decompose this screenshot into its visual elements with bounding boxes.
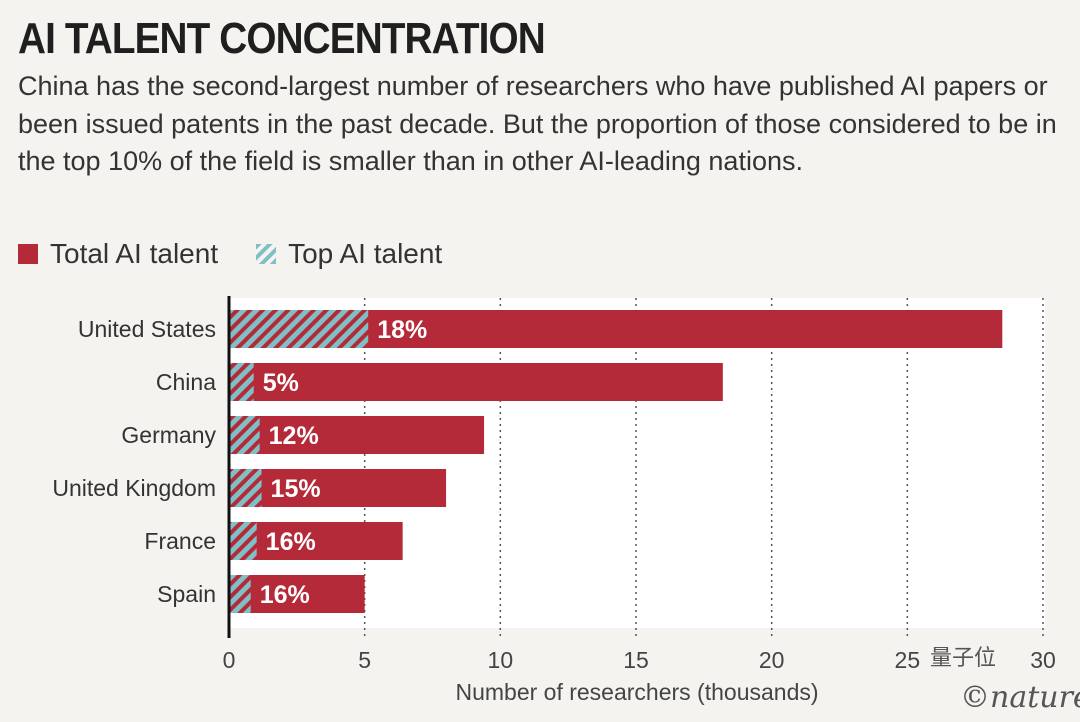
category-label: Spain (157, 581, 216, 607)
x-tick-label: 0 (223, 647, 236, 673)
bar-top (229, 522, 257, 560)
bars: United States 18% China 5% Germany 12% United … (52, 310, 1003, 613)
chart-title: AI TALENT CONCENTRATION (18, 14, 546, 63)
legend-swatch-total (18, 244, 38, 264)
bar-total (229, 469, 447, 507)
percent-label: 12% (269, 422, 319, 450)
legend-label-total: Total AI talent (50, 238, 219, 269)
bar-total (229, 363, 723, 401)
x-tick-label: 25 (895, 647, 921, 673)
x-tick-label: 5 (358, 647, 371, 673)
watermark-brand: 量子位 (930, 645, 997, 670)
legend-swatch-top (256, 244, 277, 264)
x-tick-label: 10 (488, 647, 514, 673)
percent-label: 16% (266, 528, 316, 556)
x-tick-label: 30 (1030, 647, 1056, 673)
x-axis-label: Number of researchers (thousands) (455, 679, 818, 705)
x-tick-label: 20 (759, 647, 785, 673)
bar-total (229, 522, 403, 560)
percent-label: 16% (260, 581, 310, 609)
bar-top (229, 575, 251, 613)
chart-subtitle: China has the second-largest number of r… (18, 71, 1057, 176)
category-label: China (156, 369, 216, 395)
category-label: France (144, 528, 216, 554)
bar-top (229, 310, 369, 348)
gridlines (363, 298, 1044, 638)
x-tick-label: 15 (623, 647, 649, 673)
category-label: Germany (121, 422, 216, 448)
legend-item-top: Top AI talent (256, 238, 442, 270)
bar-top (229, 416, 260, 454)
bar-total (229, 416, 485, 454)
percent-label: 15% (271, 475, 321, 503)
watermark-source: ©nature (960, 680, 1080, 715)
percent-label: 5% (263, 369, 299, 397)
x-ticks: 0 5 10 15 20 25 30 (223, 647, 1056, 673)
category-label: United Kingdom (52, 475, 216, 501)
bar-top (229, 469, 262, 507)
legend: Total AI talent Top AI talent (18, 236, 480, 272)
bar-total (229, 575, 365, 613)
legend-item-total: Total AI talent (18, 238, 218, 270)
legend-label-top: Top AI talent (288, 238, 443, 269)
bar-top (229, 363, 254, 401)
percent-label: 18% (377, 316, 427, 344)
bar-chart: United States 18% China 5% Germany 12% United … (52, 296, 1056, 705)
category-label: United States (78, 316, 216, 342)
